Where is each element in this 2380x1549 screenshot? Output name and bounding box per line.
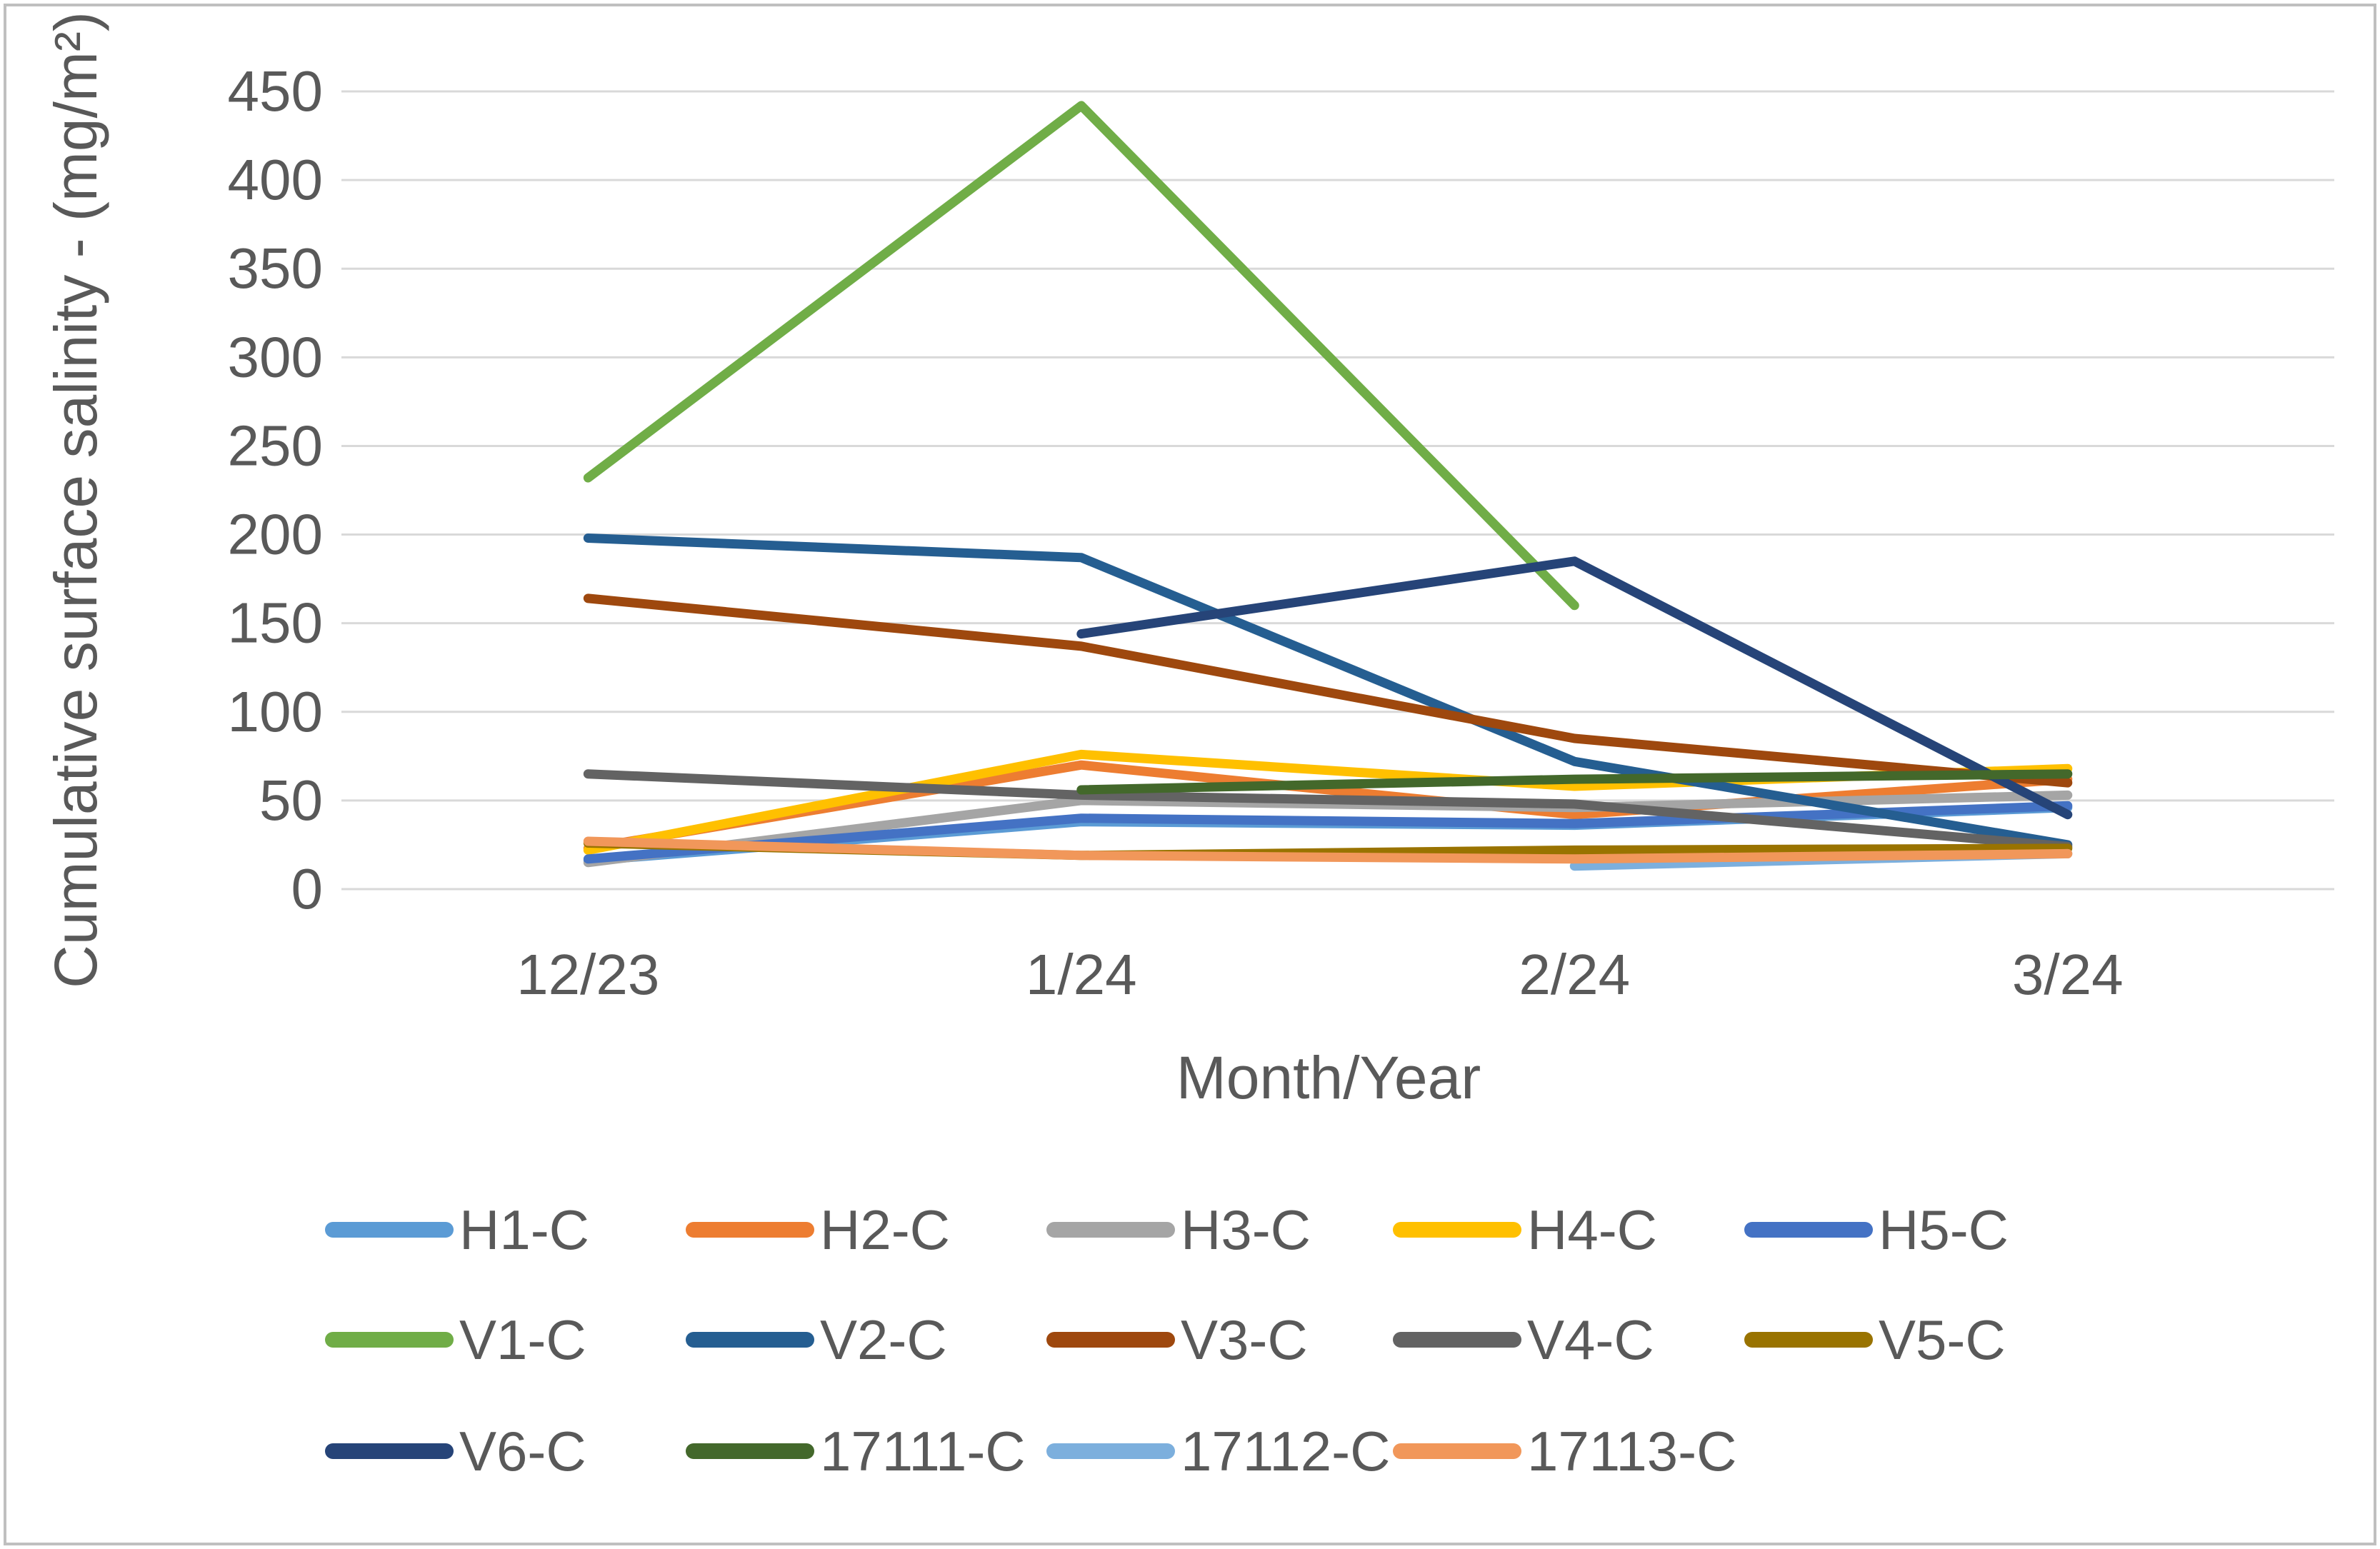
legend-item-17111-C: 17111-C: [686, 1420, 1026, 1483]
y-tick-label: 0: [291, 857, 324, 921]
y-tick-label: 200: [228, 503, 323, 566]
series-line-17113-C: [583, 836, 2073, 864]
series-line-V2-C: [583, 533, 2073, 850]
legend-swatch-V2-C: [686, 1332, 814, 1348]
legend-swatch-V4-C: [1393, 1332, 1521, 1348]
legend-label: H2-C: [820, 1198, 950, 1261]
legend-swatch-H5-C: [1744, 1222, 1873, 1238]
legend-item-H3-C: H3-C: [1046, 1198, 1311, 1261]
legend-item-H4-C: H4-C: [1393, 1198, 1657, 1261]
legend-swatch-H1-C: [325, 1222, 454, 1238]
legend-item-17113-C: 17113-C: [1393, 1420, 1736, 1483]
y-tick-label: 50: [259, 768, 323, 832]
legend-label: V2-C: [820, 1308, 947, 1371]
legend-item-V5-C: V5-C: [1744, 1308, 2006, 1371]
y-tick-label: 250: [228, 413, 323, 477]
x-category-label: 12/23: [516, 943, 659, 1006]
y-axis-tick-labels: 0 50 100 150 200 250 300 350 400 450: [228, 59, 323, 921]
y-tick-label: 150: [228, 591, 323, 655]
legend-swatch-H3-C: [1046, 1222, 1175, 1238]
series-line-V1-C: [583, 101, 1579, 611]
series-lines: [583, 101, 2073, 871]
x-category-label: 3/24: [2012, 943, 2124, 1006]
legend-swatch-V1-C: [325, 1332, 454, 1348]
series-line-H5-C: [583, 801, 2073, 864]
x-category-label: 1/24: [1026, 943, 1137, 1006]
legend-label: V3-C: [1181, 1308, 1308, 1371]
legend-item-V3-C: V3-C: [1046, 1308, 1308, 1371]
figure-border: [4, 4, 2376, 1545]
series-line-V4-C: [583, 769, 2073, 851]
x-axis-title: Month/Year: [1176, 1044, 1481, 1111]
legend-swatch-17113-C: [1393, 1443, 1521, 1459]
chart-legend: H1-C H2-C H3-C H4-C H5-C V1-C V2-C V3-C V4-C V5-C…: [325, 1198, 2009, 1483]
legend-label: V6-C: [459, 1420, 586, 1483]
x-axis-category-labels: 12/23 1/24 2/24 3/24: [516, 943, 2123, 1006]
y-tick-label: 100: [228, 680, 323, 743]
y-tick-label: 400: [228, 148, 323, 211]
series-line-17111-C: [1076, 769, 2073, 795]
legend-swatch-V5-C: [1744, 1332, 1873, 1348]
legend-item-H2-C: H2-C: [686, 1198, 950, 1261]
legend-label: H3-C: [1181, 1198, 1311, 1261]
y-tick-label: 300: [228, 325, 323, 388]
legend-item-V4-C: V4-C: [1393, 1308, 1654, 1371]
y-tick-label: 450: [228, 59, 323, 123]
legend-item-V2-C: V2-C: [686, 1308, 947, 1371]
legend-item-H1-C: H1-C: [325, 1198, 589, 1261]
legend-swatch-17111-C: [686, 1443, 814, 1459]
legend-label: 17113-C: [1527, 1420, 1736, 1483]
legend-label: V4-C: [1527, 1308, 1654, 1371]
legend-label: 17112-C: [1181, 1420, 1390, 1483]
series-line-V6-C: [1076, 556, 2073, 820]
legend-swatch-V3-C: [1046, 1332, 1175, 1348]
legend-swatch-17112-C: [1046, 1443, 1175, 1459]
legend-item-V6-C: V6-C: [325, 1420, 586, 1483]
legend-item-V1-C: V1-C: [325, 1308, 586, 1371]
y-tick-label: 350: [228, 236, 323, 300]
legend-item-17112-C: 17112-C: [1046, 1420, 1390, 1483]
legend-label: V1-C: [459, 1308, 586, 1371]
legend-label: H4-C: [1527, 1198, 1657, 1261]
legend-item-H5-C: H5-C: [1744, 1198, 2009, 1261]
legend-label: 17111-C: [820, 1420, 1026, 1483]
legend-swatch-H2-C: [686, 1222, 814, 1238]
legend-label: H5-C: [1879, 1198, 2009, 1261]
legend-label: V5-C: [1879, 1308, 2006, 1371]
series-line-V3-C: [583, 593, 2073, 788]
y-axis-title: Cumulative surface salinity - (mg/m²): [42, 11, 109, 988]
legend-label: H1-C: [459, 1198, 589, 1261]
gridlines: [341, 90, 2334, 891]
x-category-label: 2/24: [1519, 943, 1630, 1006]
legend-swatch-V6-C: [325, 1443, 454, 1459]
legend-swatch-H4-C: [1393, 1222, 1521, 1238]
